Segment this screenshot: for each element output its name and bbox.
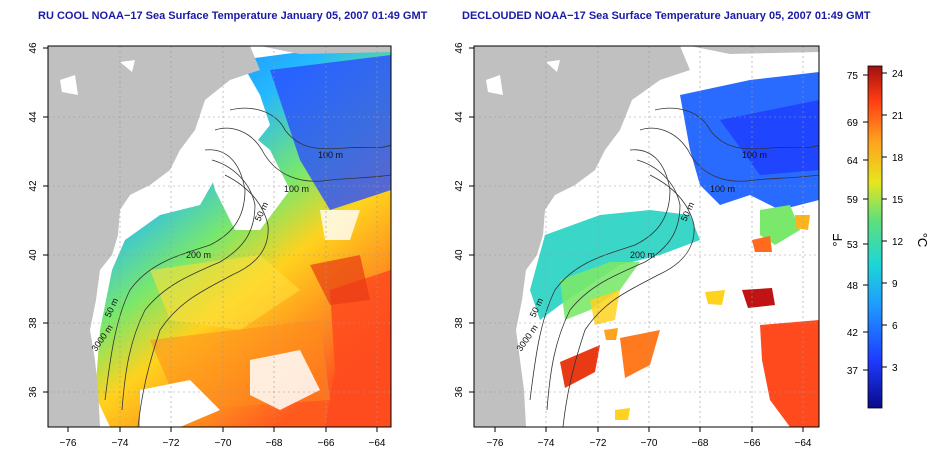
left-lon-tick: −66: [318, 438, 335, 449]
left-lat-tick: 42: [28, 180, 39, 192]
left-lat-tick: 44: [28, 111, 39, 123]
right-contour-label-200m: 200 m: [630, 250, 655, 260]
right-lon-tick: −66: [744, 438, 761, 449]
left-lon-tick: −64: [369, 438, 386, 449]
colorbar-fahrenheit-label: °F: [830, 233, 845, 246]
left-bathymetry-contours: [104, 107, 391, 427]
colorbar-c-tick: 3: [892, 363, 898, 374]
colorbar-c-tick: 21: [892, 111, 904, 122]
colorbar-c-tick: 24: [892, 69, 904, 80]
left-lon-tick: −70: [215, 438, 232, 449]
right-lat-tick: 44: [454, 111, 465, 123]
right-lon-tick: −64: [795, 438, 812, 449]
right-lon-tick: −76: [487, 438, 504, 449]
left-contour-label-100m-b: 100 m: [284, 184, 309, 194]
right-contour-label-100m-b: 100 m: [710, 184, 735, 194]
right-gulf-stream: [760, 320, 819, 427]
left-lat-tick: 36: [28, 386, 39, 398]
left-cloud-mask: [200, 125, 290, 230]
colorbar-f-tick: 48: [847, 281, 859, 292]
left-lon-tick: −76: [60, 438, 77, 449]
colorbar-c-tick: 15: [892, 195, 904, 206]
left-map-title: RU COOL NOAA−17 Sea Surface Temperature …: [38, 10, 428, 22]
right-gridlines: [474, 46, 819, 427]
right-lon-tick: −70: [641, 438, 658, 449]
left-gulf-stream: [325, 270, 391, 427]
right-map-frame: [473, 45, 820, 428]
left-lon-tick: −68: [266, 438, 283, 449]
left-gridlines: [48, 46, 391, 427]
right-map-title: DECLOUDED NOAA−17 Sea Surface Temperatur…: [462, 10, 871, 22]
left-map-frame: [47, 45, 392, 428]
left-map: [48, 46, 391, 427]
right-bathymetry-contours: [529, 107, 819, 427]
right-lat-tick: 46: [454, 42, 465, 54]
left-lon-tick: −72: [163, 438, 180, 449]
left-lat-tick: 46: [28, 42, 39, 54]
right-lon-tick: −74: [538, 438, 555, 449]
colorbar-f-tick: 59: [847, 195, 859, 206]
colorbar-c-tick: 18: [892, 153, 904, 164]
right-lat-tick: 42: [454, 180, 465, 192]
colorbar-c-tick: 12: [892, 237, 904, 248]
colorbar-c-tick: 9: [892, 279, 898, 290]
colorbar-f-tick: 53: [847, 240, 859, 251]
colorbar-f-tick: 42: [847, 328, 859, 339]
right-land: [474, 46, 690, 427]
right-lat-tick: 36: [454, 386, 465, 398]
right-lat-tick: 40: [454, 249, 465, 261]
colorbar-celsius-label: °C: [915, 233, 930, 248]
right-map: [474, 46, 819, 427]
right-contour-label-100m-a: 100 m: [742, 150, 767, 160]
colorbar-c-tick: 6: [892, 321, 898, 332]
right-lat-tick: 38: [454, 317, 465, 329]
right-lon-tick: −72: [590, 438, 607, 449]
left-lat-tick: 38: [28, 317, 39, 329]
colorbar-f-tick: 75: [847, 71, 859, 82]
left-contour-label-100m-a: 100 m: [318, 150, 343, 160]
right-lon-tick: −68: [692, 438, 709, 449]
colorbar-f-tick: 69: [847, 118, 859, 129]
left-lon-tick: −74: [112, 438, 129, 449]
right-warm-patch: [742, 288, 775, 308]
colorbar-f-tick: 37: [847, 366, 859, 377]
colorbar-f-tick: 64: [847, 156, 859, 167]
left-lat-tick: 40: [28, 249, 39, 261]
left-land: [48, 46, 260, 427]
colorbar: [867, 65, 883, 409]
